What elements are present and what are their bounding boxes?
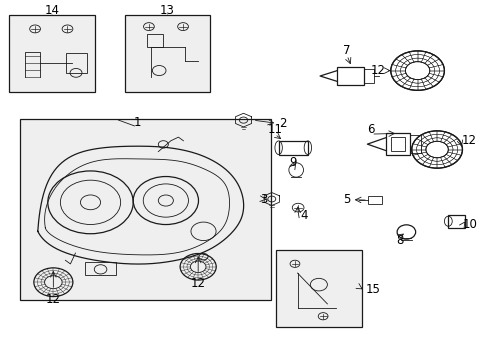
Text: 12: 12 — [190, 277, 205, 290]
Text: 3: 3 — [260, 193, 267, 206]
Bar — [85, 262, 115, 275]
Text: 6: 6 — [367, 123, 374, 136]
Text: 9: 9 — [289, 156, 296, 169]
Bar — [278, 141, 307, 154]
Bar — [9, 15, 95, 92]
Text: 5: 5 — [343, 193, 350, 206]
Bar — [409, 135, 420, 153]
Text: 4: 4 — [300, 210, 307, 222]
Text: 14: 14 — [44, 4, 59, 17]
Text: 15: 15 — [365, 283, 380, 296]
Bar — [336, 67, 363, 85]
Bar — [390, 137, 405, 151]
Bar — [147, 33, 162, 48]
Bar — [125, 15, 210, 92]
Bar — [385, 134, 409, 155]
Bar — [276, 250, 361, 327]
Text: 2: 2 — [279, 117, 286, 130]
Text: 12: 12 — [46, 293, 61, 306]
Text: 11: 11 — [266, 123, 282, 136]
Text: 10: 10 — [462, 218, 477, 231]
Bar — [363, 69, 373, 83]
Bar — [66, 53, 87, 73]
Text: 8: 8 — [395, 234, 403, 247]
Bar — [20, 119, 271, 300]
Text: 7: 7 — [343, 44, 350, 57]
Text: 12: 12 — [460, 134, 475, 147]
Bar — [447, 215, 465, 228]
Bar — [367, 196, 382, 204]
Text: 12: 12 — [370, 64, 385, 77]
Text: 13: 13 — [160, 4, 175, 17]
Text: 1: 1 — [133, 116, 141, 129]
